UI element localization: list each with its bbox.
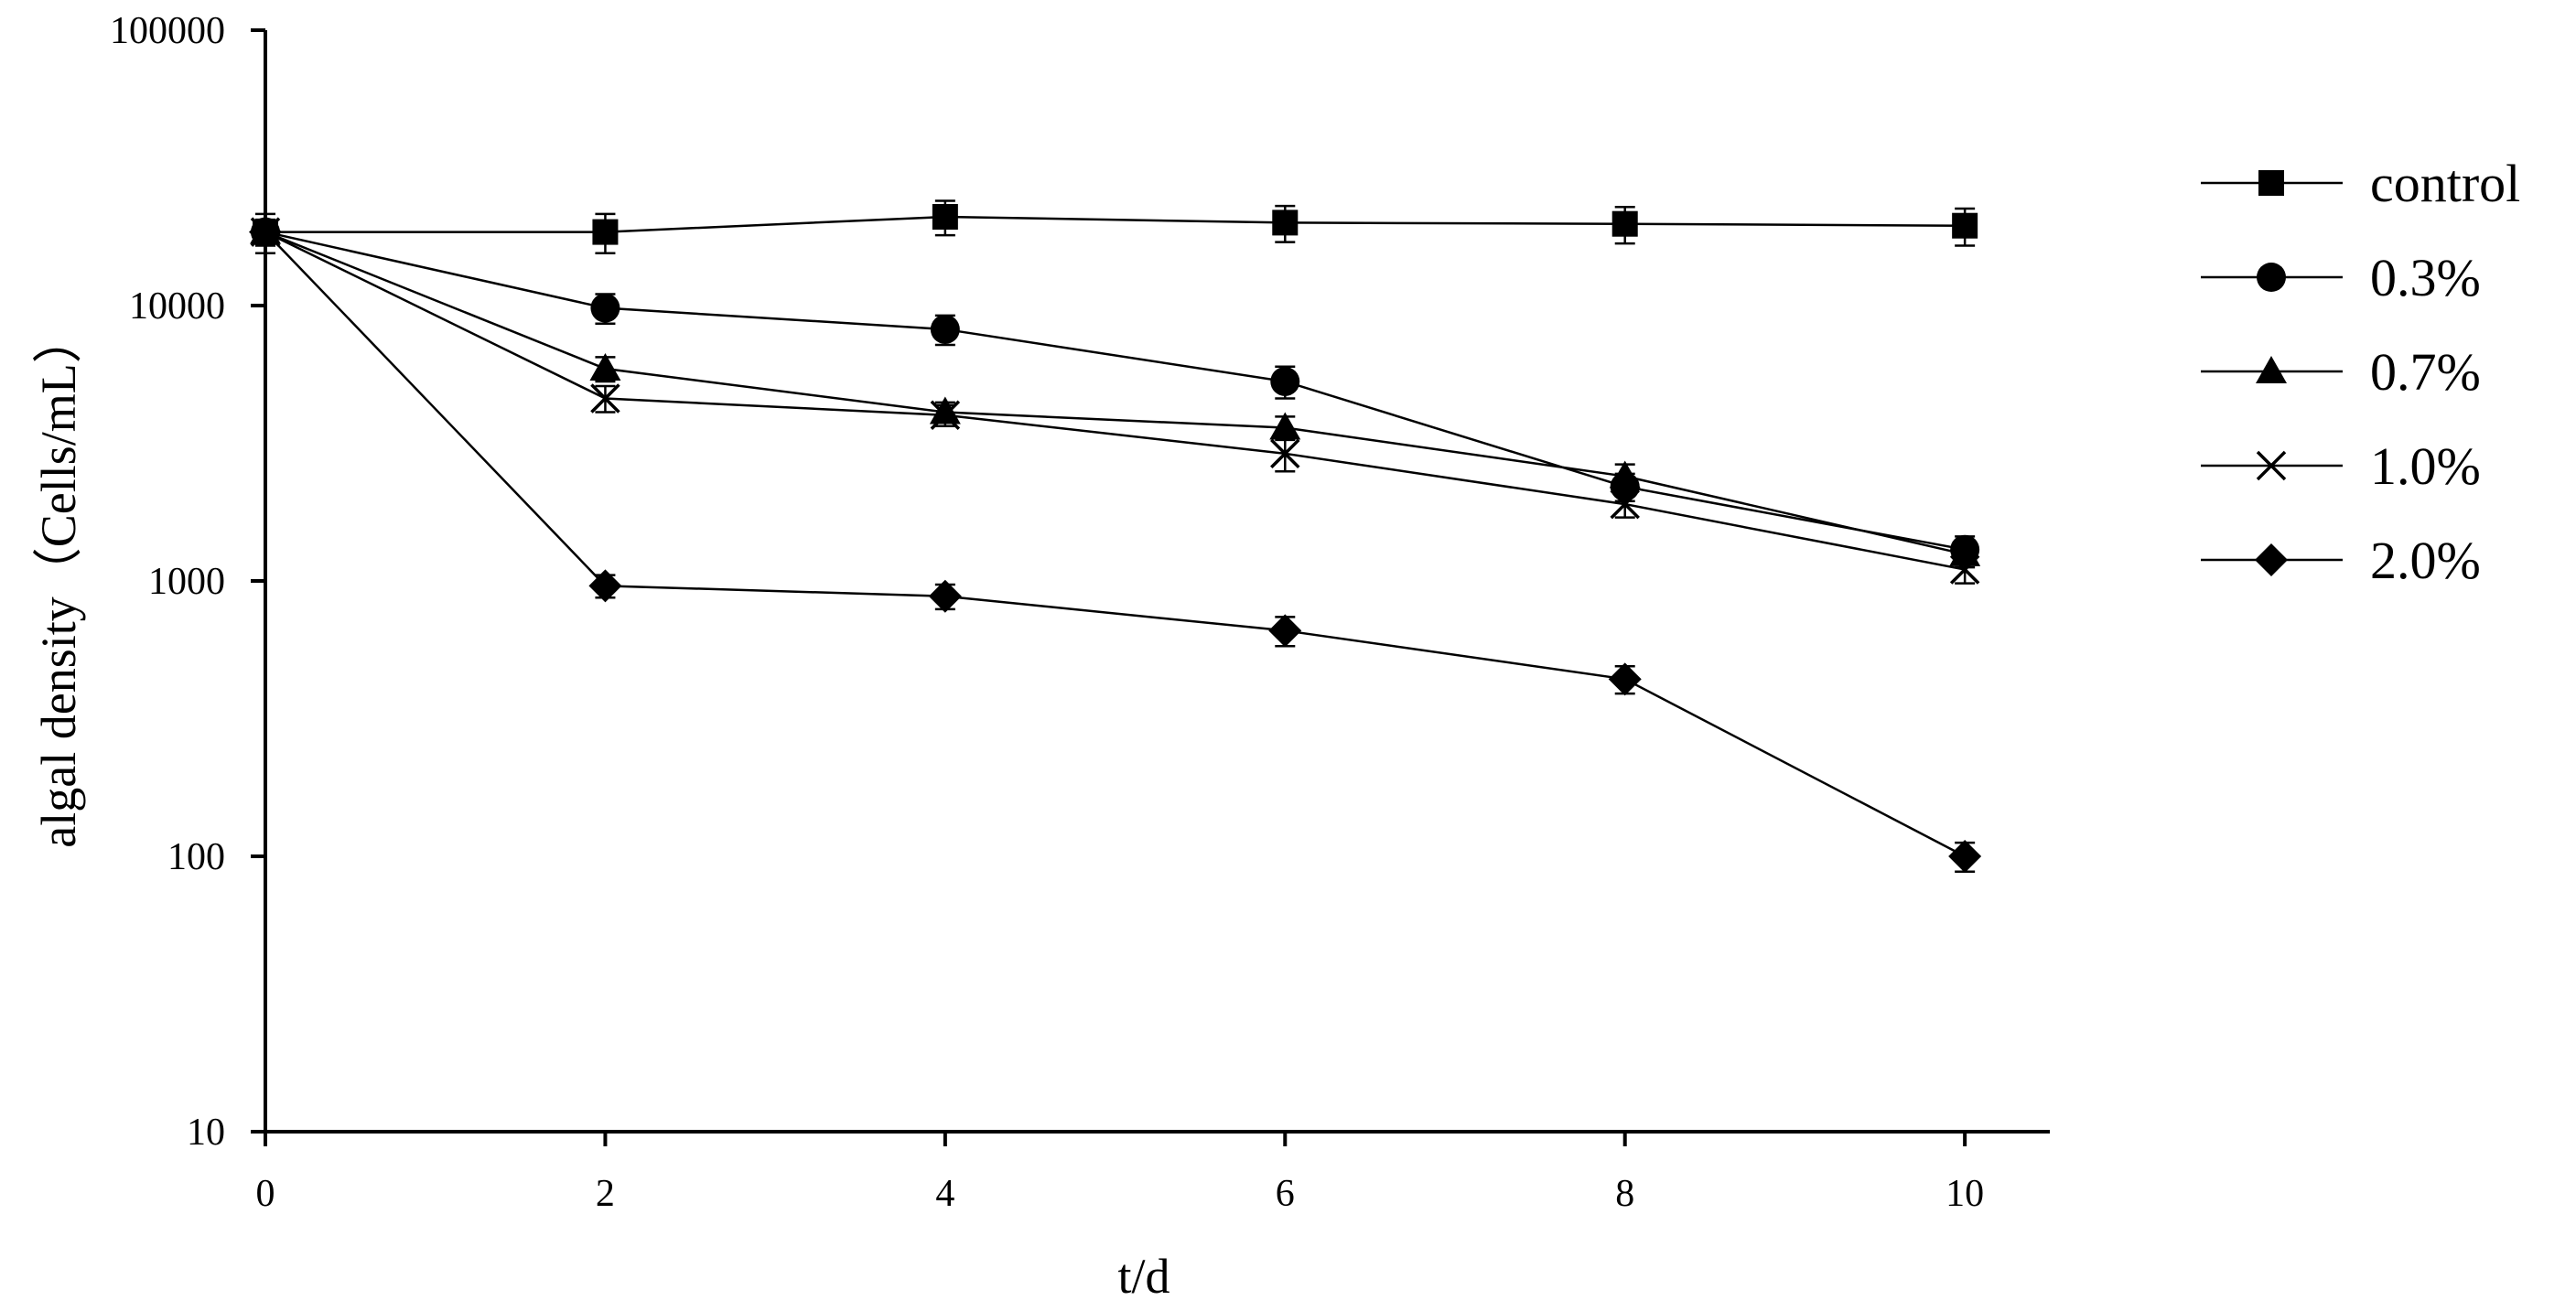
data-point (1270, 366, 1300, 396)
data-point (592, 219, 619, 245)
legend-item: control (2201, 154, 2520, 213)
x-tick-label: 10 (1945, 1173, 1984, 1215)
data-point (1608, 662, 1642, 696)
series-line (264, 231, 1966, 551)
series-triangle (250, 216, 1981, 569)
x-tick-label: 6 (1276, 1173, 1295, 1215)
legend-marker (2257, 263, 2286, 292)
series-line (265, 215, 1966, 233)
ticks: 0 2 4 6 8 10 10 100 1000 10000 100000 (110, 10, 1984, 1215)
data-point (1609, 460, 1641, 489)
legend-marker (2255, 543, 2288, 576)
x-axis-title: t/d (1117, 1249, 1169, 1304)
data-point (249, 215, 282, 249)
data-point (1952, 212, 1978, 239)
series-circle (251, 217, 1980, 565)
x-tick-label: 0 (256, 1173, 275, 1215)
data-point (1270, 438, 1300, 469)
series-square (253, 199, 1978, 254)
legend-item: 1.0% (2201, 436, 2481, 496)
data-point (928, 579, 962, 613)
y-tick-label: 10 (187, 1112, 225, 1154)
legend-marker (2256, 450, 2287, 481)
legend: control 0.3% 0.7% 1.0% 2.0% (2201, 154, 2520, 590)
legend-item: 2.0% (2201, 531, 2481, 590)
data-point (590, 383, 620, 414)
x-tick-label: 4 (935, 1173, 954, 1215)
data-point (1272, 210, 1299, 236)
legend-label: control (2370, 154, 2520, 213)
legend-marker (2258, 170, 2284, 196)
x-tick-label: 2 (596, 1173, 615, 1215)
data-point (1611, 210, 1638, 237)
data-point (930, 314, 960, 344)
legend-label: 0.3% (2370, 248, 2481, 307)
legend-marker (2256, 356, 2287, 383)
legend-label: 0.7% (2370, 342, 2481, 402)
series-line (264, 231, 1966, 571)
legend-label: 1.0% (2370, 436, 2481, 496)
y-axis-title: algal density（Cells/mL） (31, 314, 86, 847)
series-diamond (249, 215, 1982, 873)
series-line (264, 231, 1966, 858)
data-point (1610, 489, 1640, 520)
axes (264, 30, 2050, 1134)
data-point (590, 293, 620, 323)
data-point (588, 569, 622, 603)
data-point (930, 400, 961, 431)
data-point (1948, 840, 1982, 873)
y-tick-label: 100 (167, 836, 225, 878)
legend-label: 2.0% (2370, 531, 2481, 590)
series-x (250, 217, 1980, 585)
series-line (264, 231, 1966, 556)
data-point (1949, 554, 1980, 585)
x-tick-label: 8 (1615, 1173, 1634, 1215)
legend-item: 0.3% (2201, 248, 2481, 307)
data-point (932, 204, 958, 231)
y-tick-label: 100000 (110, 10, 225, 52)
legend-item: 0.7% (2201, 342, 2481, 402)
data-point (1268, 614, 1302, 648)
data-point (1949, 538, 1981, 566)
y-tick-label: 10000 (129, 285, 225, 328)
series-layer (249, 199, 1982, 873)
data-point (1269, 412, 1301, 440)
data-point (589, 352, 621, 381)
y-tick-label: 1000 (148, 561, 225, 603)
